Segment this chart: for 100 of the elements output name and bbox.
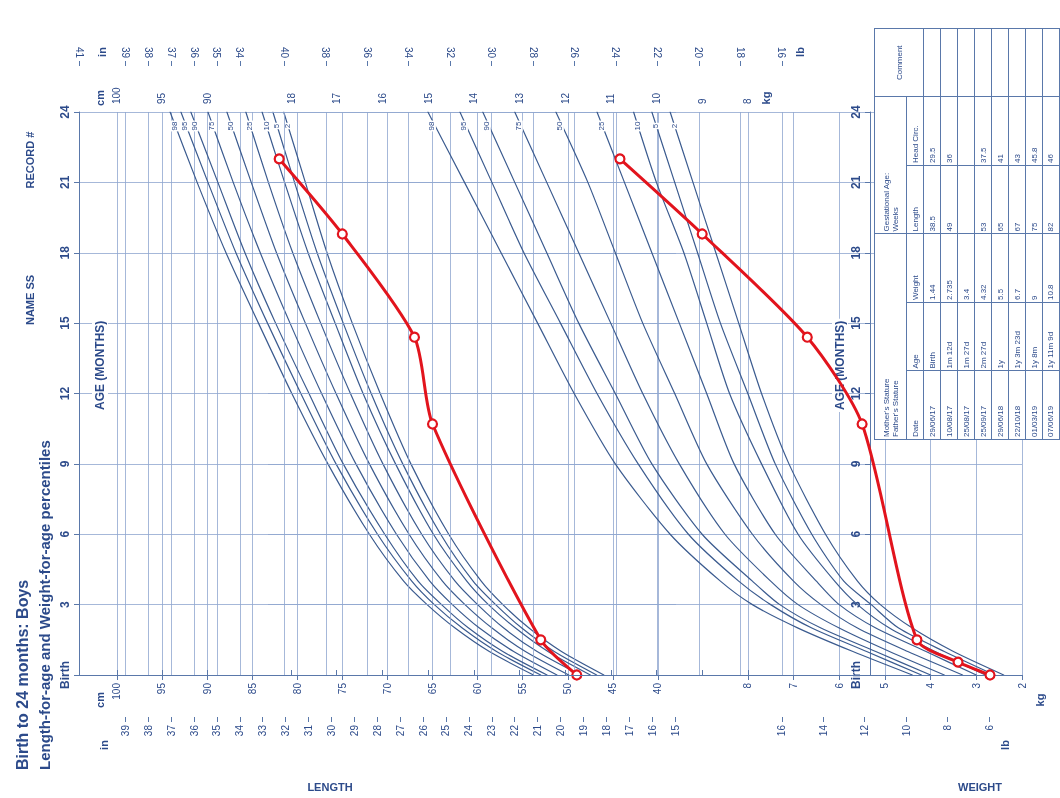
category-label: Weight [906,234,924,303]
x-tick-label: 55 [517,682,529,695]
text: 75 [207,121,217,131]
text: 82 [1046,222,1056,232]
x-tick-label: 8 [742,682,754,689]
x2-tick-label: 19 [577,724,589,737]
text: RECORD # [24,131,36,189]
x2-tick-label: 36 [188,724,200,737]
y-tick-label: 21 [849,175,863,190]
x2-tick-label: 8 [942,724,954,731]
y-axis-title: AGE (MONTHS) [93,320,107,411]
category-label: Date [906,371,924,440]
text: lb [999,739,1011,750]
x-tick-label: 50 [562,682,574,695]
x2-tick-label: 30 [486,46,498,59]
x2-tick-label: 23 [486,724,498,737]
x-tick-label: 6 [833,682,845,689]
text: 10/08/17 [944,405,954,437]
text: 67 [1012,222,1022,232]
y-tick-label: 18 [849,245,863,260]
x2-tick-label: 35 [211,724,223,737]
x2-tick-label: 20 [555,724,567,737]
x2-tick-label: 6 [983,724,995,731]
text: kg [1034,693,1046,707]
x2-tick-label: 36 [188,46,200,59]
text: 6.7 [1012,288,1022,300]
x2-tick-label: 26 [417,724,429,737]
text: Length-for-age and Weight-for-age percentiles [35,440,53,770]
category-label: Age [906,302,924,371]
text: 07/06/19 [1046,405,1056,437]
y-tick-label: 12 [849,386,863,401]
x2-tick-label: 34 [234,724,246,737]
y-axis-title: AGE (MONTHS) [833,320,847,411]
y-tick-label: 24 [849,105,863,119]
x2-tick-label: 20 [693,46,705,59]
x2-tick-label: 16 [646,724,658,737]
y-tick-label: 9 [58,460,72,468]
text: 25 [596,121,606,131]
x-tick-label: 4 [925,682,937,689]
annotation: Father's Stature [890,379,900,437]
text: 2 [283,123,293,129]
text: WEIGHT [958,781,1003,793]
x-tick-label: 45 [607,682,619,695]
text: 1m 27d [961,341,971,369]
x2-tick-label: 26 [569,46,581,59]
text: 46 [1046,154,1056,163]
text: 22/10/18 [1012,405,1022,437]
x2-tick-label: 28 [527,46,539,59]
text: 5.5 [995,288,1005,300]
x-tick-label: 100 [111,86,123,104]
text: 65 [995,222,1005,232]
text: 1.44 [927,284,937,300]
x2-tick-label: 18 [734,46,746,59]
text: cm [94,691,106,708]
text: 3.4 [961,288,971,300]
text: 38.5 [927,215,937,232]
x-tick-label: 10 [651,92,662,104]
x2-tick-label: 18 [600,724,612,737]
y-tick-label: 24 [58,105,72,119]
x-tick-label: 8 [742,98,754,104]
text: 2.735 [944,279,954,300]
text: lb [794,46,806,57]
annotation: Gestational Age: [881,171,891,232]
x2-tick-label: 32 [280,724,292,737]
x2-tick-label: 24 [463,724,475,737]
x-tick-label: 18 [285,92,297,104]
text: 95 [180,121,190,131]
x-tick-label: 95 [156,92,168,104]
text: Birth [927,352,937,369]
text: 53 [978,222,988,232]
text: 1y [995,360,1005,369]
y-tick-label: 6 [58,530,72,538]
x-tick-label: 7 [788,682,800,689]
x2-tick-label: 37 [165,724,177,737]
text: 50 [555,121,565,131]
text: 50 [226,121,236,131]
text: 95 [459,121,469,131]
text: 75 [1029,222,1039,232]
x2-tick-label: 16 [776,724,788,737]
text: 2m 27d [978,341,988,369]
y-tick-label: 12 [58,386,72,401]
text: 4.32 [978,284,988,300]
x2-tick-label: 41 [73,46,85,59]
x-tick-label: 80 [291,682,303,695]
x-tick-label: 90 [201,92,213,104]
x2-tick-label: 39 [119,46,131,59]
x2-tick-label: 12 [859,724,871,737]
x-tick-label: 13 [513,92,525,104]
text: 5 [651,123,661,129]
x2-tick-label: 28 [371,724,383,737]
text: 1m 12d [944,341,954,369]
text: 29/06/18 [995,405,1005,437]
text: 98 [169,121,179,131]
text: 25/09/17 [978,405,988,437]
text: LENGTH [307,781,353,793]
text: 25/08/17 [961,405,971,437]
x-tick-label: 3 [970,682,982,689]
x-tick-label: 17 [331,92,343,104]
text: 10.8 [1046,284,1056,300]
x2-tick-label: 33 [257,724,269,737]
